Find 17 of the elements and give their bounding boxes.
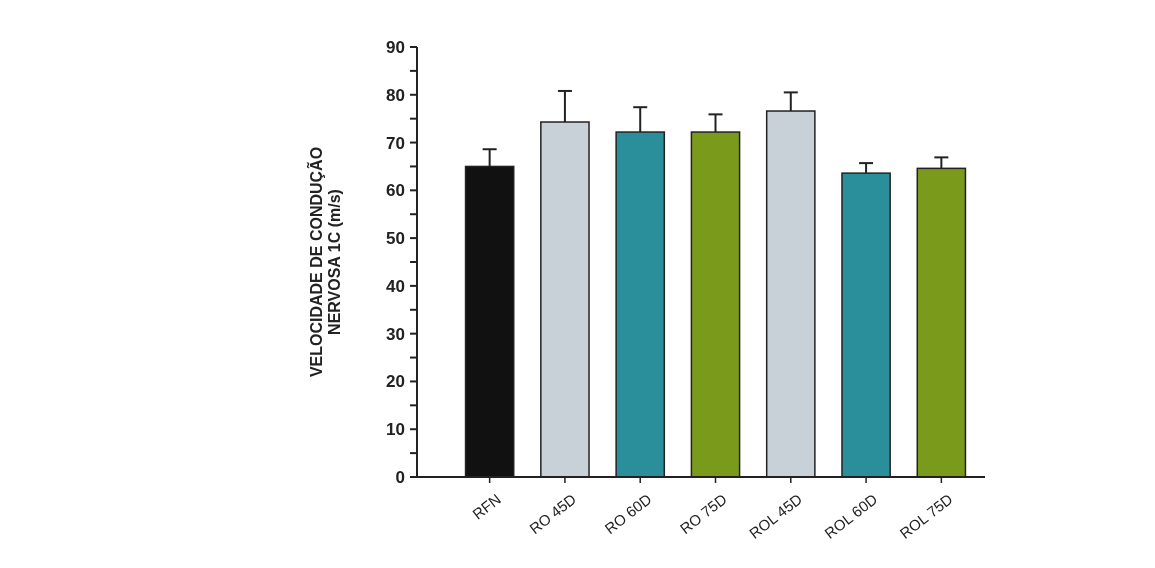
- y-tick-label: 90: [386, 37, 405, 57]
- x-tick-label: ROL 75D: [896, 490, 956, 542]
- y-tick-label: 80: [386, 85, 405, 105]
- y-tick-label: 10: [386, 420, 405, 440]
- y-tick-label: 30: [386, 324, 405, 344]
- y-tick-label: 0: [395, 467, 405, 487]
- y-axis-title: VELOCIDADE DE CONDUÇÃO NERVOSA 1C (m/s): [306, 146, 344, 378]
- x-tick-label: ROL 60D: [821, 490, 881, 542]
- y-tick-label: 60: [386, 181, 405, 201]
- y-tick-label: 50: [386, 229, 405, 249]
- y-tick-label: 20: [386, 372, 405, 392]
- x-tick-label: RO 75D: [676, 490, 730, 537]
- x-tick-label: ROL 45D: [745, 490, 806, 542]
- y-tick-label: 70: [386, 133, 405, 153]
- x-tick-label: RO 45D: [526, 490, 580, 537]
- y-tick-label: 40: [386, 276, 405, 296]
- x-tick-label: RO 60D: [601, 490, 655, 537]
